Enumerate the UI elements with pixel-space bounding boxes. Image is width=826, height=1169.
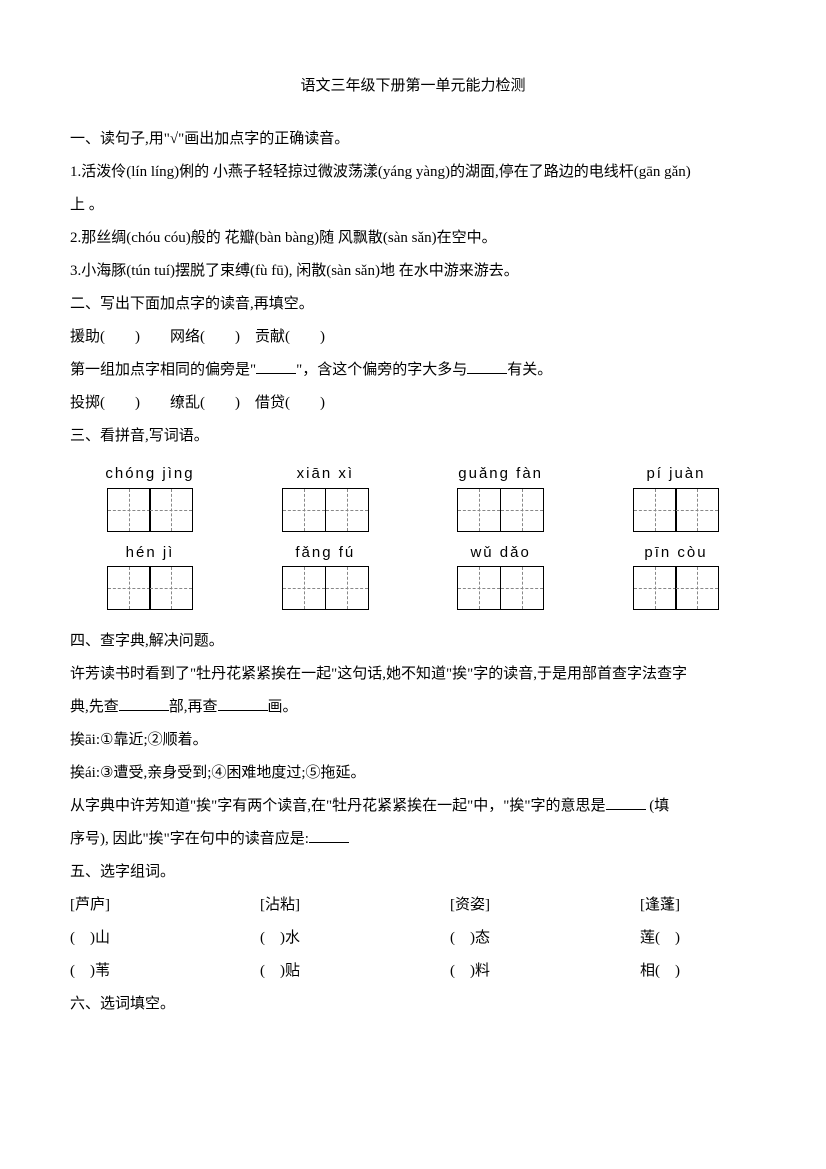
char-box (431, 488, 571, 532)
section4-line2c: 画。 (268, 699, 298, 715)
section4-line2a: 典,先查 (70, 699, 119, 715)
q5-group-2: [沾粘] (260, 889, 360, 922)
pinyin-group-5: hén jì (80, 542, 220, 611)
section1-item1: 1.活泼伶(lín líng)俐的 小燕子轻轻掠过微波荡漾(yáng yàng)… (70, 156, 756, 189)
pinyin-group-6: fǎng fú (255, 542, 395, 611)
q5-group-1: [芦庐] (70, 889, 170, 922)
pinyin-label: pīn còu (606, 542, 746, 565)
section2-line2c: 有关。 (507, 362, 552, 378)
section4-line2: 典,先查 部,再查 画。 (70, 691, 756, 724)
q5-r2c3: ( )料 (450, 955, 550, 988)
q5-r2c2: ( )贴 (260, 955, 360, 988)
q5-r1c3: ( )态 (450, 922, 550, 955)
section1-item1-cont: 上 。 (70, 189, 756, 222)
pinyin-row-2: hén jì fǎng fú wǔ dǎo pīn còu (70, 542, 756, 611)
pinyin-group-7: wǔ dǎo (431, 542, 571, 611)
section4-line5b: (填 (646, 798, 670, 814)
pinyin-group-1: chóng jìng (80, 463, 220, 532)
section2-line2b: "，含这个偏旁的字大多与 (296, 362, 467, 378)
section2-row2-c: ) 借贷( (235, 395, 290, 411)
char-box (80, 566, 220, 610)
section4-line5a: 从字典中许芳知道"挨"字有两个读音,在"牡丹花紧紧挨在一起"中，"挨"字的意思是 (70, 798, 606, 814)
section2-row1-d: ) (320, 329, 325, 345)
q5-group-4: [逢蓬] (640, 889, 740, 922)
section4-line1: 许芳读书时看到了"牡丹花紧紧挨在一起"这句话,她不知道"挨"字的读音,于是用部首… (70, 658, 756, 691)
char-box (255, 566, 395, 610)
section2-line2: 第一组加点字相同的偏旁是" "，含这个偏旁的字大多与 有关。 (70, 354, 756, 387)
pinyin-group-8: pīn còu (606, 542, 746, 611)
pinyin-label: hén jì (80, 542, 220, 565)
char-box (255, 488, 395, 532)
q5-r1c1: ( )山 (70, 922, 170, 955)
q5-group-3: [资姿] (450, 889, 550, 922)
pinyin-label: pí juàn (606, 463, 746, 486)
pinyin-row-1: chóng jìng xiān xì guǎng fàn pí juàn (70, 463, 756, 532)
pinyin-label: wǔ dǎo (431, 542, 571, 565)
section2-heading: 二、写出下面加点字的读音,再填空。 (70, 288, 756, 321)
q5-r1c4: 莲( ) (640, 922, 740, 955)
section2-row1-c: ) 贡献( (235, 329, 290, 345)
section4-line5: 从字典中许芳知道"挨"字有两个读音,在"牡丹花紧紧挨在一起"中，"挨"字的意思是… (70, 790, 756, 823)
section4-line6a: 序号), 因此"挨"字在句中的读音应是: (70, 831, 309, 847)
section5-heading: 五、选字组词。 (70, 856, 756, 889)
document-title: 语文三年级下册第一单元能力检测 (70, 70, 756, 103)
char-box (431, 566, 571, 610)
section2-row1: 援助( ) 网络( ) 贡献() (70, 321, 756, 354)
char-box (80, 488, 220, 532)
section2-row1-a: 援助( (70, 329, 105, 345)
pinyin-group-4: pí juàn (606, 463, 746, 532)
q5-r2c1: ( )苇 (70, 955, 170, 988)
section5-row1: ( )山 ( )水 ( )态 莲( ) (70, 922, 756, 955)
section3-heading: 三、看拼音,写词语。 (70, 420, 756, 453)
pinyin-group-3: guǎng fàn (431, 463, 571, 532)
section4-line2b: 部,再查 (169, 699, 218, 715)
section4-line4: 挨ái:③遭受,亲身受到;④困难地度过;⑤拖延。 (70, 757, 756, 790)
section5-row2: ( )苇 ( )贴 ( )料 相( ) (70, 955, 756, 988)
section4-line6: 序号), 因此"挨"字在句中的读音应是: (70, 823, 756, 856)
pinyin-label: chóng jìng (80, 463, 220, 486)
section4-line3: 挨āi:①靠近;②顺着。 (70, 724, 756, 757)
char-box (606, 566, 746, 610)
section2-row2-d: ) (320, 395, 325, 411)
section1-item2: 2.那丝绸(chóu cóu)般的 花瓣(bàn bàng)随 风飘散(sàn … (70, 222, 756, 255)
char-box (606, 488, 746, 532)
section2-line2a: 第一组加点字相同的偏旁是" (70, 362, 256, 378)
section2-row2-a: 投掷( (70, 395, 105, 411)
section2-row2: 投掷( ) 缭乱( ) 借贷() (70, 387, 756, 420)
pinyin-group-2: xiān xì (255, 463, 395, 532)
section6-heading: 六、选词填空。 (70, 988, 756, 1021)
section1-heading: 一、读句子,用"√"画出加点字的正确读音。 (70, 123, 756, 156)
section1-item3: 3.小海豚(tún tuí)摆脱了束缚(fù fū), 闲散(sàn sǎn)地… (70, 255, 756, 288)
pinyin-label: xiān xì (255, 463, 395, 486)
q5-r1c2: ( )水 (260, 922, 360, 955)
pinyin-label: fǎng fú (255, 542, 395, 565)
section4-heading: 四、查字典,解决问题。 (70, 625, 756, 658)
section2-row1-b: ) 网络( (135, 329, 205, 345)
q5-r2c4: 相( ) (640, 955, 740, 988)
section2-row2-b: ) 缭乱( (135, 395, 205, 411)
pinyin-label: guǎng fàn (431, 463, 571, 486)
section5-groups: [芦庐] [沾粘] [资姿] [逢蓬] (70, 889, 756, 922)
